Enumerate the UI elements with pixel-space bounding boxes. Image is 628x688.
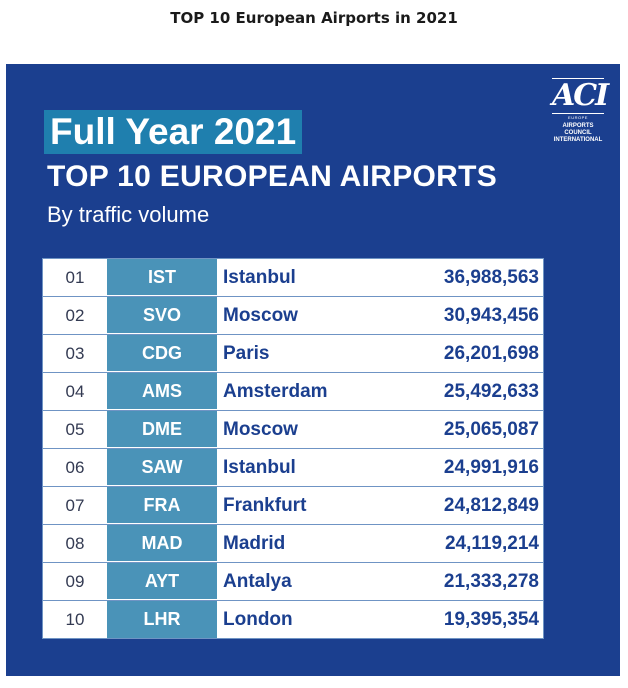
- table-row: 04 AMS Amsterdam 25,492,633: [43, 373, 543, 411]
- table-row: 09 AYT Antalya 21,333,278: [43, 563, 543, 601]
- airport-code-cell: SAW: [107, 449, 217, 486]
- table-row: 06 SAW Istanbul 24,991,916: [43, 449, 543, 487]
- passenger-count-cell: 25,065,087: [443, 418, 539, 440]
- airport-code-cell: SVO: [107, 297, 217, 334]
- passenger-count-cell: 24,812,849: [443, 494, 539, 516]
- table-row: 01 IST Istanbul 36,988,563: [43, 259, 543, 297]
- subheadline: TOP 10 EUROPEAN AIRPORTS: [47, 160, 498, 193]
- passenger-count-cell: 24,991,916: [443, 456, 539, 478]
- city-cell: Antalya: [223, 570, 292, 592]
- table-row: 10 LHR London 19,395,354: [43, 601, 543, 638]
- passenger-count-cell: 26,201,698: [443, 342, 539, 364]
- tagline: By traffic volume: [47, 202, 210, 227]
- city-cell: Istanbul: [223, 266, 296, 288]
- table-row: 03 CDG Paris 26,201,698: [43, 335, 543, 373]
- airport-code-cell: AMS: [107, 373, 217, 410]
- passenger-count-cell: 24,119,214: [444, 532, 539, 554]
- page-title: TOP 10 European Airports in 2021: [170, 9, 458, 27]
- airport-code-cell: IST: [107, 259, 217, 296]
- table-row: 02 SVO Moscow 30,943,456: [43, 297, 543, 335]
- aci-logo-name-line1: AIRPORTS COUNCIL: [562, 123, 594, 136]
- rank-cell: 04: [65, 381, 85, 401]
- rank-cell: 06: [65, 457, 85, 477]
- rank-cell: 07: [65, 495, 85, 515]
- infographic-panel: ACI EUROPE AIRPORTS COUNCIL INTERNATIONA…: [6, 64, 620, 676]
- aci-europe-logo: ACI EUROPE AIRPORTS COUNCIL INTERNATIONA…: [552, 78, 609, 150]
- rank-cell: 03: [65, 343, 85, 363]
- airport-code-cell: LHR: [107, 601, 217, 638]
- city-cell: Istanbul: [223, 456, 296, 478]
- aci-logo-name-line2: INTERNATIONAL: [553, 137, 603, 143]
- city-cell: Frankfurt: [223, 494, 307, 516]
- aci-logo-mark: ACI: [552, 78, 609, 114]
- city-cell: Moscow: [223, 418, 298, 440]
- airport-code-cell: AYT: [107, 563, 217, 600]
- rank-cell: 08: [65, 533, 85, 553]
- airport-code-cell: DME: [107, 411, 217, 448]
- airport-code-cell: FRA: [107, 487, 217, 524]
- airport-code-cell: CDG: [107, 335, 217, 372]
- table-row: 07 FRA Frankfurt 24,812,849: [43, 487, 543, 525]
- rank-cell: 09: [65, 571, 85, 591]
- airport-code-cell: MAD: [107, 525, 217, 562]
- passenger-count-cell: 36,988,563: [443, 266, 539, 288]
- rank-cell: 05: [65, 419, 85, 439]
- airport-ranking-table: 01 IST Istanbul 36,988,563 02 SVO Moscow…: [42, 258, 544, 639]
- rank-cell: 10: [65, 609, 85, 629]
- rank-cell: 01: [65, 267, 85, 287]
- passenger-count-cell: 25,492,633: [443, 380, 539, 402]
- city-cell: Paris: [223, 342, 270, 364]
- table-row: 05 DME Moscow 25,065,087: [43, 411, 543, 449]
- rank-cell: 02: [65, 305, 85, 325]
- headline: Full Year 2021: [44, 110, 303, 154]
- city-cell: Amsterdam: [223, 380, 328, 402]
- table-row: 08 MAD Madrid 24,119,214: [43, 525, 543, 563]
- aci-logo-region: EUROPE: [568, 115, 588, 120]
- city-cell: London: [223, 608, 293, 630]
- passenger-count-cell: 21,333,278: [443, 570, 539, 592]
- passenger-count-cell: 30,943,456: [443, 304, 539, 326]
- passenger-count-cell: 19,395,354: [443, 608, 539, 630]
- city-cell: Moscow: [223, 304, 298, 326]
- city-cell: Madrid: [223, 532, 286, 554]
